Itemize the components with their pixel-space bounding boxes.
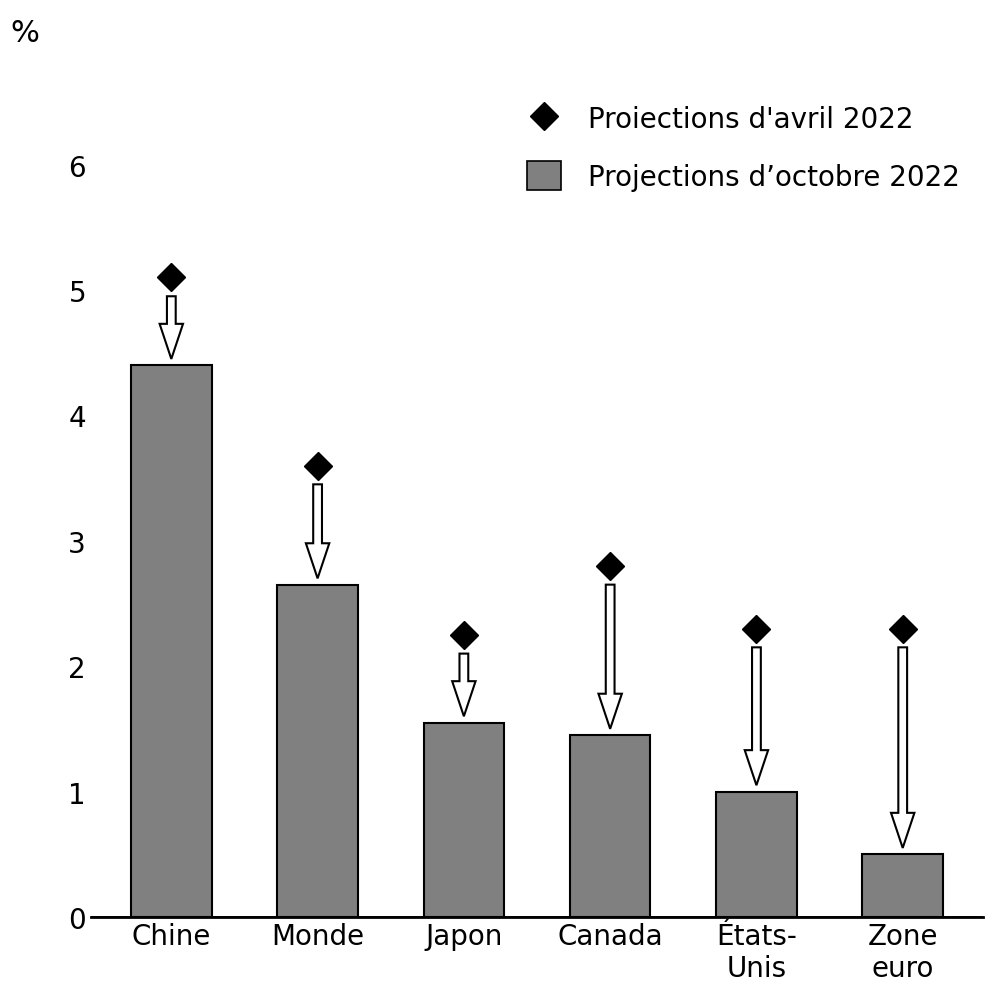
Bar [423,723,504,917]
FancyArrow shape [306,484,329,579]
Legend: Proiections d'avril 2022, Projections d’octobre 2022: Proiections d'avril 2022, Projections d’… [527,104,960,192]
Bar [715,791,795,917]
FancyArrow shape [890,648,914,849]
FancyArrow shape [744,648,767,785]
Bar [277,585,357,917]
FancyArrow shape [159,297,183,360]
Bar [862,855,942,917]
Bar [131,366,212,917]
FancyArrow shape [598,585,621,729]
FancyArrow shape [451,654,475,716]
Text: %: % [11,19,39,48]
Bar [570,735,650,917]
